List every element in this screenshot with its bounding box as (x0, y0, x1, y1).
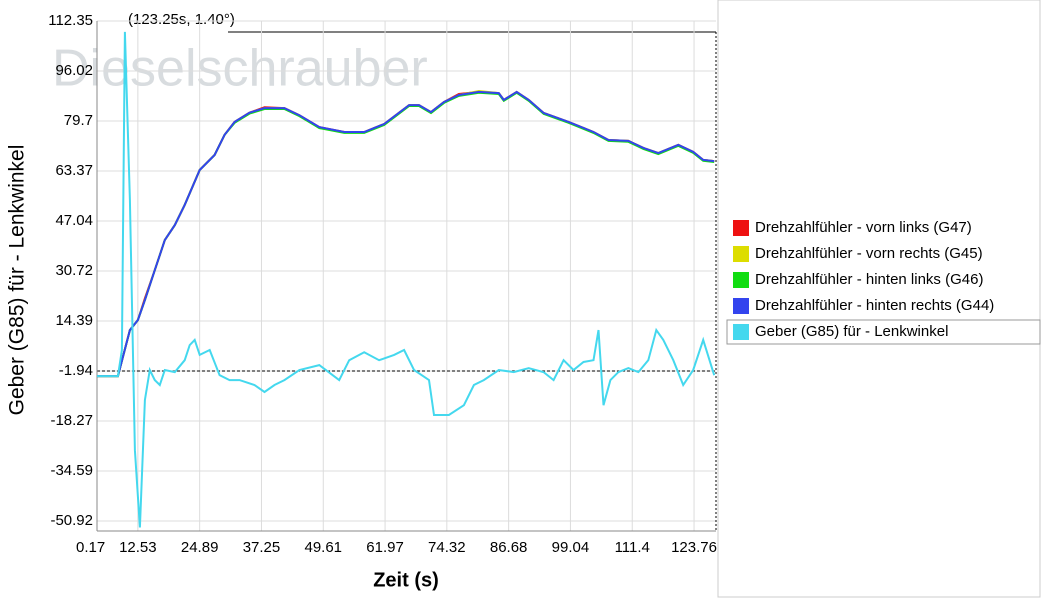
legend-focus (726, 319, 1041, 345)
y-tick-label: 47.04 (55, 212, 93, 229)
legend-panel (717, 0, 1041, 598)
y-tick-label: -50.92 (50, 512, 93, 529)
legend-label: Drehzahlfühler - vorn rechts (G45) (755, 245, 983, 262)
y-tick-label: -18.27 (50, 412, 93, 429)
legend-label: Geber (G85) für - Lenkwinkel (755, 323, 948, 340)
legend-label: Drehzahlfühler - hinten rechts (G44) (755, 297, 994, 314)
y-tick-label: 96.02 (55, 62, 93, 79)
series-line (97, 31, 716, 528)
x-tick-label: 99.04 (552, 539, 590, 556)
y-tick-label: -1.94 (59, 362, 93, 379)
series-line (97, 89, 715, 378)
y-tick-label: 63.37 (55, 162, 93, 179)
x-tick-label: 49.61 (304, 539, 342, 556)
y-tick-label: 79.7 (64, 112, 93, 129)
y-axis-label: Geber (G85) für - Lenkwinkel (6, 145, 29, 416)
y-tick-label: 14.39 (55, 312, 93, 329)
y-tick-label: 30.72 (55, 262, 93, 279)
legend-swatch (733, 272, 749, 288)
legend-swatch (733, 220, 749, 236)
x-tick-label: 123.76 (671, 539, 717, 556)
x-tick-label: 86.68 (490, 539, 528, 556)
x-axis-label: Zeit (s) (373, 569, 439, 591)
x-tick-label: 111.4 (615, 539, 650, 556)
x-tick-label: 24.89 (181, 539, 219, 556)
x-tick-label: 0.17 (76, 539, 105, 556)
legend-label: Drehzahlfühler - vorn links (G47) (755, 219, 972, 236)
y-tick-label: 112.35 (48, 12, 93, 29)
legend-swatch (733, 324, 749, 340)
legend-swatch (733, 246, 749, 262)
annotation: (123.25s, 1.40°) (128, 11, 235, 28)
x-tick-label: 37.25 (243, 539, 281, 556)
y-tick-label: -34.59 (50, 462, 93, 479)
x-tick-label: 74.32 (428, 539, 466, 556)
series-line (97, 90, 715, 378)
legend-label: Drehzahlfühler - hinten links (G46) (755, 271, 983, 288)
x-tick-label: 61.97 (366, 539, 404, 556)
series-line (97, 90, 715, 378)
watermark: Dieselschrauber (52, 40, 428, 98)
legend-swatch (733, 298, 749, 314)
x-tick-label: 12.53 (119, 539, 157, 556)
series-line (97, 91, 715, 378)
